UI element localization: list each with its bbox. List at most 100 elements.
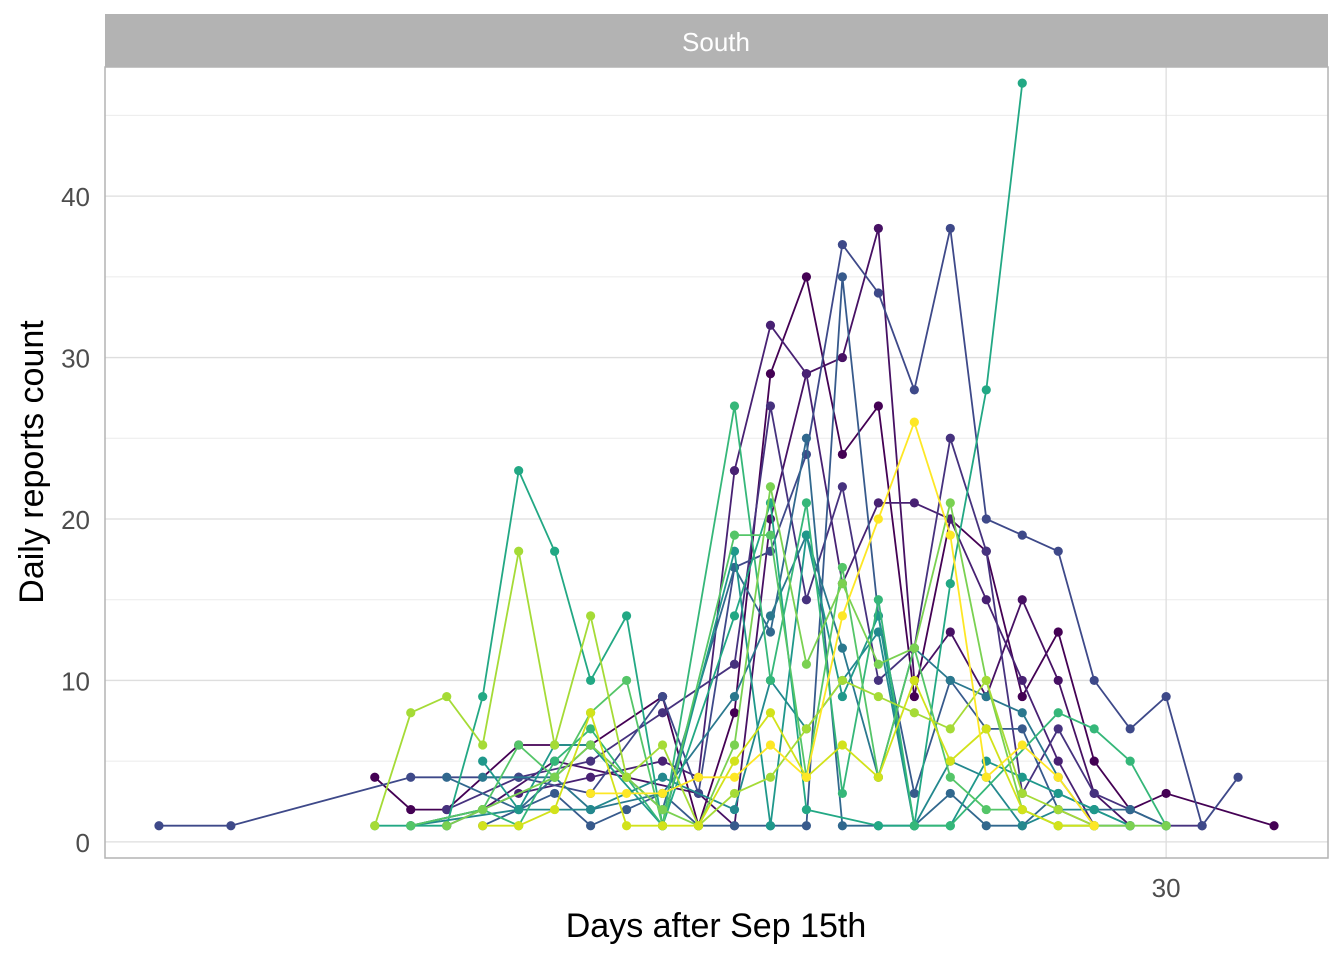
data-point bbox=[586, 611, 596, 621]
data-point bbox=[1197, 821, 1207, 831]
data-point bbox=[873, 498, 883, 508]
data-point bbox=[1125, 724, 1135, 734]
data-point bbox=[442, 804, 452, 815]
data-point bbox=[478, 772, 488, 782]
data-point bbox=[909, 788, 919, 799]
data-point bbox=[1053, 675, 1063, 686]
data-point bbox=[406, 821, 416, 831]
data-point bbox=[837, 482, 847, 492]
data-point bbox=[514, 740, 524, 750]
data-point bbox=[478, 804, 488, 815]
panel-background bbox=[105, 67, 1328, 858]
data-point bbox=[981, 821, 991, 831]
data-point bbox=[1017, 804, 1027, 815]
data-point bbox=[550, 804, 560, 815]
data-point bbox=[945, 530, 955, 540]
y-tick-label: 40 bbox=[61, 182, 90, 212]
data-point bbox=[837, 788, 847, 799]
data-point bbox=[837, 578, 847, 589]
data-point bbox=[1053, 546, 1063, 556]
data-point bbox=[837, 611, 847, 621]
data-point bbox=[909, 417, 919, 427]
data-point bbox=[909, 708, 919, 718]
series-17 bbox=[586, 417, 1099, 831]
y-tick-label: 10 bbox=[61, 666, 90, 696]
y-tick-label: 20 bbox=[61, 505, 90, 535]
data-point bbox=[657, 740, 668, 750]
data-point bbox=[550, 756, 560, 766]
data-point bbox=[765, 611, 776, 621]
data-point bbox=[837, 352, 847, 363]
y-tick-label: 0 bbox=[76, 828, 90, 858]
data-point bbox=[873, 772, 883, 782]
data-point bbox=[729, 401, 740, 411]
series-line bbox=[482, 678, 1095, 827]
data-point bbox=[873, 223, 883, 234]
series-line bbox=[159, 228, 1239, 828]
data-point bbox=[981, 546, 991, 556]
data-point bbox=[1053, 788, 1063, 799]
data-point bbox=[442, 691, 452, 702]
data-point bbox=[1017, 821, 1027, 831]
data-point bbox=[909, 691, 919, 702]
data-point bbox=[621, 821, 632, 831]
data-point bbox=[801, 659, 812, 669]
data-point bbox=[981, 385, 991, 395]
data-point bbox=[1017, 675, 1027, 686]
data-point bbox=[981, 595, 991, 605]
data-point bbox=[837, 643, 847, 653]
data-point bbox=[909, 675, 919, 686]
data-point bbox=[729, 821, 740, 831]
data-point bbox=[945, 223, 955, 234]
data-point bbox=[1269, 821, 1279, 831]
data-point bbox=[621, 804, 632, 815]
data-point bbox=[873, 691, 883, 702]
data-point bbox=[586, 708, 596, 718]
data-point bbox=[1161, 691, 1171, 702]
data-point bbox=[1053, 772, 1063, 782]
data-point bbox=[945, 627, 955, 637]
data-point bbox=[729, 659, 740, 669]
data-point bbox=[1233, 772, 1243, 782]
data-point bbox=[514, 821, 524, 831]
data-point bbox=[945, 675, 955, 686]
data-point bbox=[442, 772, 452, 782]
data-point bbox=[621, 611, 632, 621]
data-point bbox=[586, 740, 596, 750]
data-point bbox=[729, 465, 740, 476]
data-point bbox=[981, 691, 991, 702]
data-point bbox=[873, 401, 883, 411]
data-point bbox=[837, 691, 847, 702]
data-point bbox=[586, 724, 596, 734]
data-point bbox=[1089, 788, 1099, 799]
data-point bbox=[657, 788, 668, 799]
data-point bbox=[765, 675, 776, 686]
series-line bbox=[446, 323, 1095, 827]
data-point bbox=[1017, 772, 1027, 782]
data-point bbox=[514, 546, 524, 556]
data-point bbox=[586, 788, 596, 799]
data-point bbox=[873, 514, 883, 524]
data-point bbox=[478, 691, 488, 702]
data-point bbox=[1017, 530, 1027, 540]
data-point bbox=[981, 724, 991, 734]
data-point bbox=[370, 772, 380, 782]
data-point bbox=[837, 272, 847, 282]
data-point bbox=[586, 675, 596, 686]
data-point bbox=[657, 821, 668, 831]
data-point bbox=[837, 675, 847, 686]
series-group bbox=[154, 78, 1279, 831]
data-point bbox=[729, 530, 740, 540]
data-point bbox=[837, 562, 847, 573]
data-point bbox=[1125, 756, 1135, 766]
data-point bbox=[1017, 708, 1027, 718]
x-axis-title: Days after Sep 15th bbox=[566, 907, 867, 945]
series-line bbox=[446, 405, 1203, 827]
data-point bbox=[1053, 627, 1063, 637]
data-point bbox=[1017, 740, 1027, 750]
data-point bbox=[981, 804, 991, 815]
series-line bbox=[410, 534, 1095, 827]
data-point bbox=[693, 821, 704, 831]
data-point bbox=[801, 821, 812, 831]
